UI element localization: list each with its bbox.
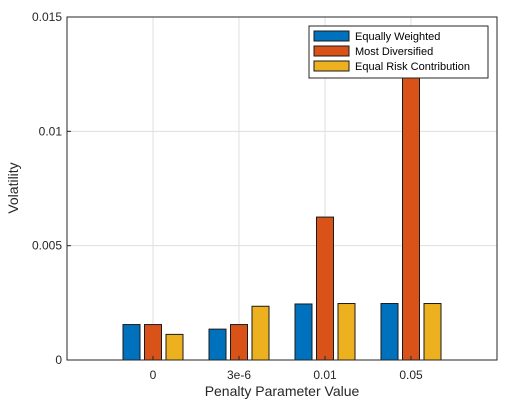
y-axis-title: Volatility [5,162,21,213]
bar-most-diversified-0.05 [402,41,420,360]
bar-equally-weighted-0.01 [294,303,313,360]
bar-equal-risk-contribution-0.05 [423,303,442,360]
bar-most-diversified-0 [144,324,162,360]
legend-swatch [313,60,350,72]
bar-most-diversified-0.01 [316,216,334,360]
x-tick-label: 0.05 [399,368,423,382]
legend: Equally Weighted Most Diversified Equal Ri… [308,25,489,79]
legend-swatch [313,30,350,42]
bar-equal-risk-contribution-3e-6 [251,305,270,360]
x-tick-label: 0.01 [313,368,337,382]
legend-label: Most Diversified [355,46,433,58]
bar-equally-weighted-3e-6 [208,328,227,360]
x-tick-label: 3e-6 [227,368,251,382]
y-tick-label: 0.015 [32,10,62,24]
bar-most-diversified-3e-6 [230,324,248,360]
ticks: 0 0.005 0.01 0.015 0 3e-6 0.01 0.05 [32,10,423,382]
bars [122,41,442,360]
x-axis-title: Penalty Parameter Value [205,383,360,399]
plot-frame [66,16,498,361]
legend-label: Equally Weighted [355,31,440,43]
bar-equally-weighted-0.05 [380,303,399,360]
x-tick-label: 0 [150,368,157,382]
bar-equal-risk-contribution-0.01 [337,303,356,360]
legend-label: Equal Risk Contribution [355,61,470,73]
legend-swatch [313,45,350,57]
y-tick-label: 0 [55,353,62,367]
y-tick-label: 0.01 [39,124,63,138]
y-tick-label: 0.005 [32,239,62,253]
bar-equally-weighted-0 [122,324,141,360]
bar-equal-risk-contribution-0 [165,333,184,360]
